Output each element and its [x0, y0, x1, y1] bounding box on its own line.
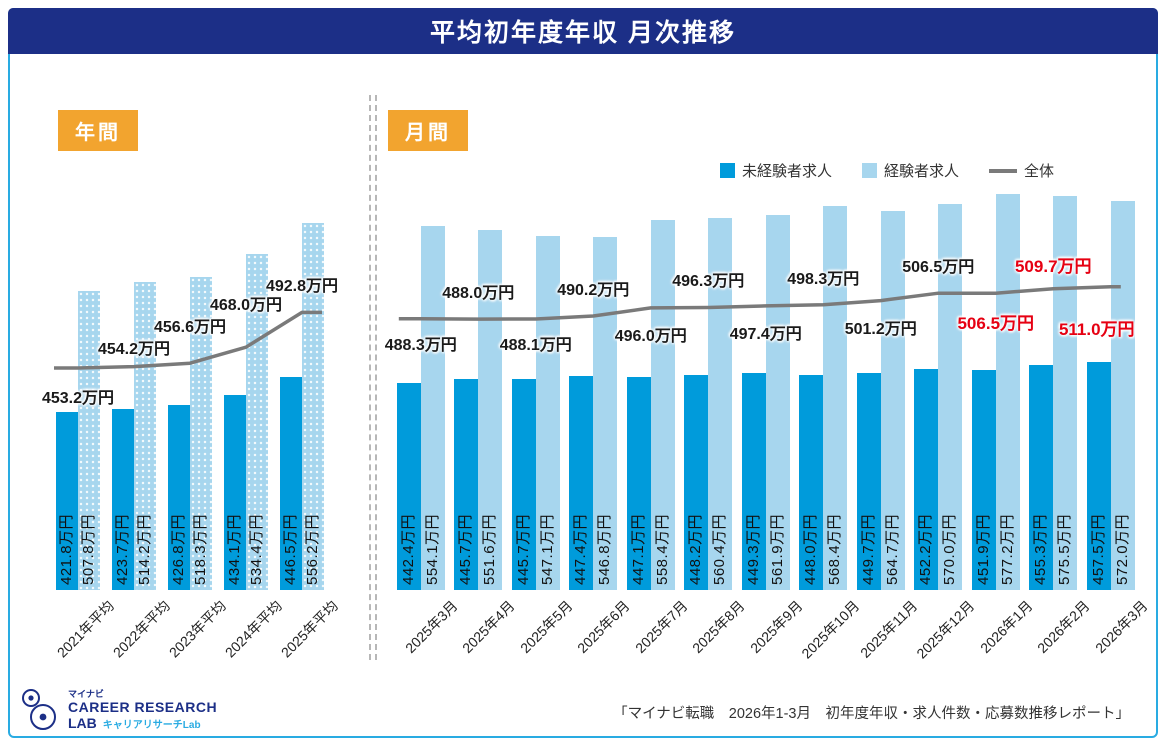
bar-inexperienced: 447.1万円 — [626, 376, 651, 590]
overall-value-label: 490.2万円 — [557, 282, 630, 300]
legend: 未経験者求人 経験者求人 全体 — [719, 160, 1054, 181]
career-research-lab-logo: マイナビ CAREER RESEARCH LAB キャリアリサーチLab — [18, 686, 217, 734]
bar-inexperienced: 451.9万円 — [971, 369, 996, 590]
overall-trend-line — [54, 310, 322, 370]
overall-value-label: 454.2万円 — [97, 340, 171, 358]
bar-experienced: 547.1万円 — [535, 236, 560, 590]
overall-value-label: 488.3万円 — [384, 336, 457, 354]
bar-experienced: 572.0万円 — [1110, 201, 1135, 590]
section-divider — [369, 95, 377, 660]
bar-experienced: 564.7万円 — [880, 211, 905, 590]
bar-inexperienced: 449.7万円 — [856, 372, 881, 590]
overall-value-label: 468.0万円 — [209, 297, 283, 315]
bar-inexperienced: 446.5万円 — [280, 377, 302, 590]
overall-value-label: 492.8万円 — [265, 278, 339, 296]
chart-yearly: 421.8万円 423.7万円 426.8万円 434.1万円 446.5万円 507.8… — [42, 190, 341, 660]
bar-inexperienced: 452.2万円 — [914, 369, 939, 590]
overall-value-label: 497.4万円 — [729, 325, 802, 343]
legend-swatch-inexperienced — [719, 163, 735, 178]
overall-value-label: 506.5万円 — [902, 259, 975, 277]
header-bar: 平均初年度年収 月次推移 — [8, 8, 1158, 54]
bar-inexperienced: 445.7万円 — [454, 378, 479, 590]
bar-experienced: 514.2万円 — [134, 282, 156, 590]
bar-inexperienced: 457.5万円 — [1086, 361, 1111, 590]
logo-brand-line1: CAREER RESEARCH — [68, 698, 218, 715]
bar-experienced: 556.2万円 — [302, 223, 324, 590]
bar-experienced: 558.4万円 — [650, 220, 675, 590]
yearly-section-badge: 年間 — [58, 110, 138, 151]
bar-experienced: 561.9万円 — [765, 215, 790, 590]
logo-brand-line2: LAB — [68, 714, 97, 731]
legend-label-overall: 全体 — [1023, 163, 1054, 180]
bar-experienced: 568.4万円 — [823, 206, 848, 590]
bar-inexperienced: 442.4万円 — [396, 383, 421, 590]
bar-inexperienced: 434.1万円 — [224, 394, 246, 590]
legend-swatch-overall-line — [988, 168, 1017, 173]
bar-inexperienced: 449.3万円 — [741, 373, 766, 590]
bar-inexperienced: 426.8万円 — [168, 405, 190, 590]
overall-value-label: 506.5万円 — [957, 314, 1035, 334]
bar-experienced: 560.4万円 — [708, 217, 733, 590]
bar-inexperienced: 447.4万円 — [569, 376, 594, 590]
chart-monthly: 442.4万円 445.7万円 445.7万円 447.4万円 447.1万円 448.2… — [385, 190, 1150, 662]
bar-experienced: 554.1万円 — [420, 226, 445, 590]
logo-brand-small: マイナビ — [68, 688, 104, 699]
overall-value-label: 511.0万円 — [1058, 319, 1135, 339]
bar-experienced: 570.0万円 — [938, 204, 963, 590]
legend-swatch-experienced — [861, 163, 877, 178]
overall-value-label: 498.3万円 — [787, 270, 860, 288]
overall-value-label: 496.3万円 — [672, 273, 745, 291]
bar-experienced: 546.8万円 — [593, 236, 618, 590]
legend-item-overall: 全体 — [988, 160, 1054, 181]
bar-inexperienced: 455.3万円 — [1029, 365, 1054, 590]
logo-icon — [22, 689, 56, 730]
legend-label-experienced: 経験者求人 — [883, 163, 959, 180]
overall-value-label: 456.6万円 — [153, 319, 227, 337]
bar-inexperienced: 423.7万円 — [112, 409, 134, 590]
overall-value-label: 509.7万円 — [1014, 256, 1092, 276]
monthly-section-badge: 月間 — [388, 110, 468, 151]
bar-inexperienced: 445.7万円 — [511, 378, 536, 590]
legend-item-experienced: 経験者求人 — [861, 160, 959, 181]
source-citation: 「マイナビ転職 2026年1-3月 初年度年収・求人件数・応募数推移レポート」 — [613, 706, 1130, 722]
bar-inexperienced: 448.0万円 — [799, 375, 824, 590]
logo-brand-sub: キャリアリサーチLab — [102, 719, 201, 731]
legend-label-inexperienced: 未経験者求人 — [741, 163, 832, 180]
overall-value-label: 501.2万円 — [844, 320, 917, 338]
page-title: 平均初年度年収 月次推移 — [430, 19, 736, 47]
legend-item-inexperienced: 未経験者求人 — [719, 160, 832, 181]
overall-value-label: 496.0万円 — [614, 327, 687, 345]
bar-inexperienced: 421.8万円 — [56, 412, 78, 590]
bar-inexperienced: 448.2万円 — [684, 374, 709, 590]
bar-experienced: 551.6万円 — [478, 229, 503, 590]
logo-text: マイナビ CAREER RESEARCH LAB キャリアリサーチLab — [68, 689, 217, 732]
bar-experienced: 518.3万円 — [190, 276, 212, 590]
overall-value-label: 453.2万円 — [41, 389, 115, 407]
bar-experienced: 575.5万円 — [1053, 196, 1078, 590]
overall-value-label: 488.1万円 — [499, 336, 572, 354]
bar-experienced: 577.2万円 — [995, 193, 1020, 590]
overall-value-label: 488.0万円 — [442, 285, 515, 303]
overall-trend-line — [398, 285, 1121, 321]
